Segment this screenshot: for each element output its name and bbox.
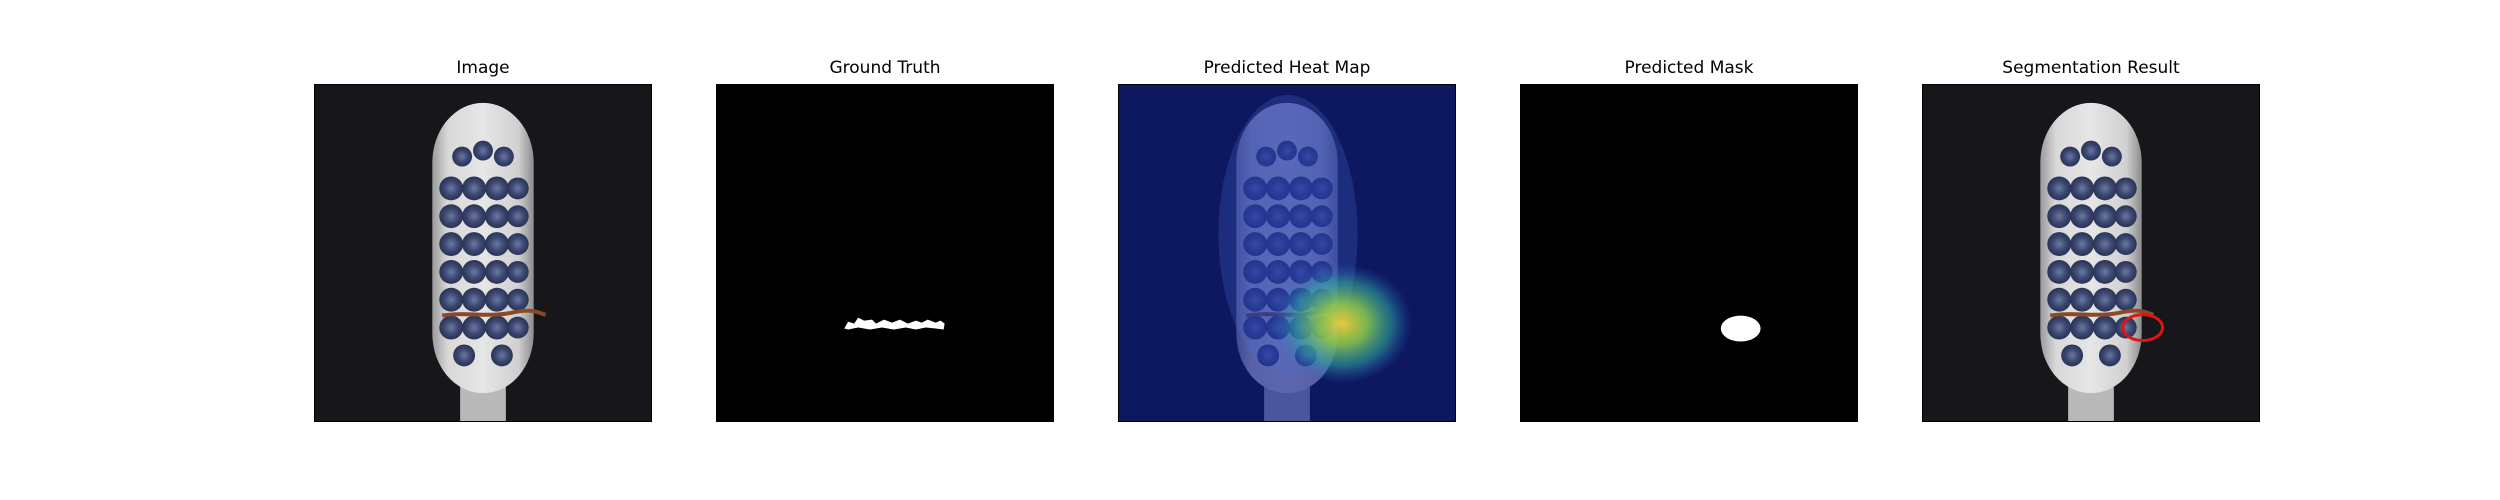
segmentation-contour — [2121, 313, 2165, 342]
ground-truth-defect-region — [844, 317, 945, 330]
panel-title-image: Image — [456, 58, 510, 78]
panel-title-segmentation-result: Segmentation Result — [2002, 58, 2180, 78]
panel-heat-map: Predicted Heat Map — [1118, 58, 1456, 422]
ground-truth-mask — [716, 84, 1054, 422]
predicted-mask — [1520, 84, 1858, 422]
segmentation-result-image — [1922, 84, 2260, 422]
panel-image: Image — [314, 58, 652, 422]
panel-segmentation-result: Segmentation Result — [1922, 58, 2260, 422]
panel-ground-truth: Ground Truth — [716, 58, 1054, 422]
predicted-mask-region — [1720, 315, 1761, 342]
panel-title-ground-truth: Ground Truth — [829, 58, 941, 78]
heat-map-overlay — [1118, 84, 1456, 422]
panel-title-predicted-mask: Predicted Mask — [1624, 58, 1754, 78]
panel-title-heat-map: Predicted Heat Map — [1203, 58, 1371, 78]
toothbrush-image — [314, 84, 652, 422]
panel-predicted-mask: Predicted Mask — [1520, 58, 1858, 422]
